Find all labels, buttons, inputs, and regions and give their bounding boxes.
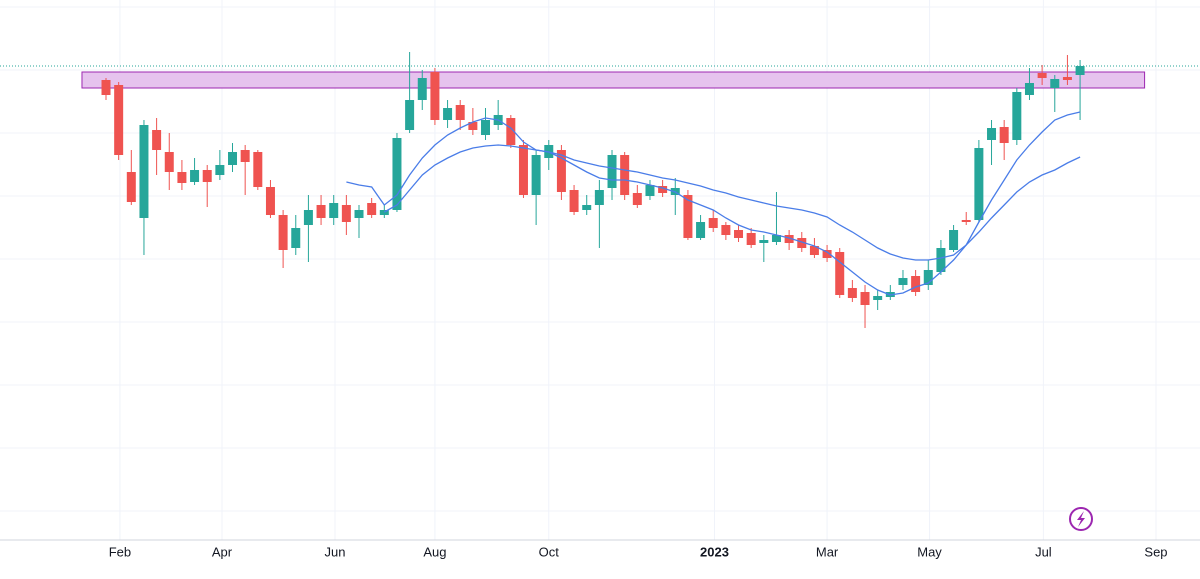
candle-body xyxy=(582,205,592,210)
candle-body xyxy=(746,233,756,245)
candle-body xyxy=(961,220,971,222)
candle-body xyxy=(873,296,883,300)
candle-body xyxy=(734,230,744,238)
candle-body xyxy=(607,155,617,188)
candle-body xyxy=(392,138,402,210)
candle-body xyxy=(405,100,415,130)
candle-body xyxy=(417,78,427,100)
candle-body xyxy=(367,203,377,215)
candle-body xyxy=(481,120,491,135)
x-tick-label: Jun xyxy=(324,544,345,559)
moving-average xyxy=(346,111,1081,296)
candle-body xyxy=(721,225,731,235)
candle-body xyxy=(645,185,655,196)
candle-body xyxy=(569,190,579,212)
candle-body xyxy=(759,240,769,243)
candle-body xyxy=(101,80,111,95)
candle-body xyxy=(911,276,921,292)
candle-body xyxy=(923,270,933,285)
candle-body xyxy=(632,193,642,205)
candle-body xyxy=(683,195,693,238)
candle-body xyxy=(822,250,832,258)
candle-body xyxy=(443,108,453,120)
candle-body xyxy=(1037,73,1047,78)
candle-body xyxy=(468,122,478,130)
candle-body xyxy=(303,210,313,225)
candle-body xyxy=(797,238,807,248)
candle-body xyxy=(164,152,174,172)
candle-body xyxy=(139,125,149,218)
candle-body xyxy=(291,228,301,248)
candle-body xyxy=(936,248,946,272)
candle-body xyxy=(455,105,465,120)
candle-body xyxy=(771,235,781,242)
candle-body xyxy=(835,252,845,295)
candle-body xyxy=(518,145,528,195)
candle-body xyxy=(1075,66,1085,75)
candle-body xyxy=(531,155,541,195)
candle-body xyxy=(556,150,566,192)
candle-body xyxy=(999,127,1009,143)
x-tick-label: May xyxy=(917,544,942,559)
moving-average xyxy=(383,144,1081,261)
candle-body xyxy=(1024,83,1034,95)
candle-body xyxy=(708,218,718,228)
x-tick-label: Oct xyxy=(539,544,560,559)
candle-body xyxy=(594,190,604,205)
candle-body xyxy=(215,165,225,175)
candle-body xyxy=(202,170,212,182)
candle-body xyxy=(784,235,794,243)
candle-body xyxy=(354,210,364,218)
x-tick-label: 2023 xyxy=(700,544,729,559)
candle-body xyxy=(696,222,706,238)
candle-body xyxy=(316,205,326,218)
candle-body xyxy=(265,187,275,215)
x-axis-labels: Feb Apr Jun Aug Oct 2023 Mar May Jul Sep xyxy=(109,544,1168,559)
plot xyxy=(0,52,1200,328)
candle-body xyxy=(228,152,238,165)
candle-body xyxy=(329,203,339,218)
candle-body xyxy=(809,246,819,255)
candle-body xyxy=(658,186,668,193)
x-tick-label: Aug xyxy=(423,544,446,559)
candle-body xyxy=(126,172,136,202)
candle-body xyxy=(152,130,162,150)
candle-body xyxy=(987,128,997,140)
candle-body xyxy=(278,215,288,250)
candle-body xyxy=(114,85,124,155)
candle-body xyxy=(847,288,857,298)
candle-body xyxy=(974,148,984,220)
candle-body xyxy=(430,72,440,120)
x-tick-label: Sep xyxy=(1144,544,1167,559)
candle-body xyxy=(1062,77,1072,80)
x-tick-label: Feb xyxy=(109,544,131,559)
candle-body xyxy=(506,118,516,145)
x-tick-label: Apr xyxy=(212,544,233,559)
candle-body xyxy=(1012,92,1022,140)
candle-body xyxy=(1050,79,1060,88)
lightning-icon[interactable] xyxy=(1069,507,1093,531)
candle-body xyxy=(860,292,870,305)
x-tick-label: Jul xyxy=(1035,544,1052,559)
candle-body xyxy=(177,172,187,183)
candle-body xyxy=(379,210,389,215)
candle-body xyxy=(240,150,250,162)
candle-body xyxy=(898,278,908,285)
candle-body xyxy=(253,152,263,187)
resistance-zone xyxy=(81,71,1146,89)
candle-body xyxy=(620,155,630,195)
candle-body xyxy=(190,170,200,182)
candle-body xyxy=(341,205,351,222)
x-tick-label: Mar xyxy=(816,544,839,559)
grid xyxy=(0,0,1200,540)
candle-body xyxy=(949,230,959,250)
